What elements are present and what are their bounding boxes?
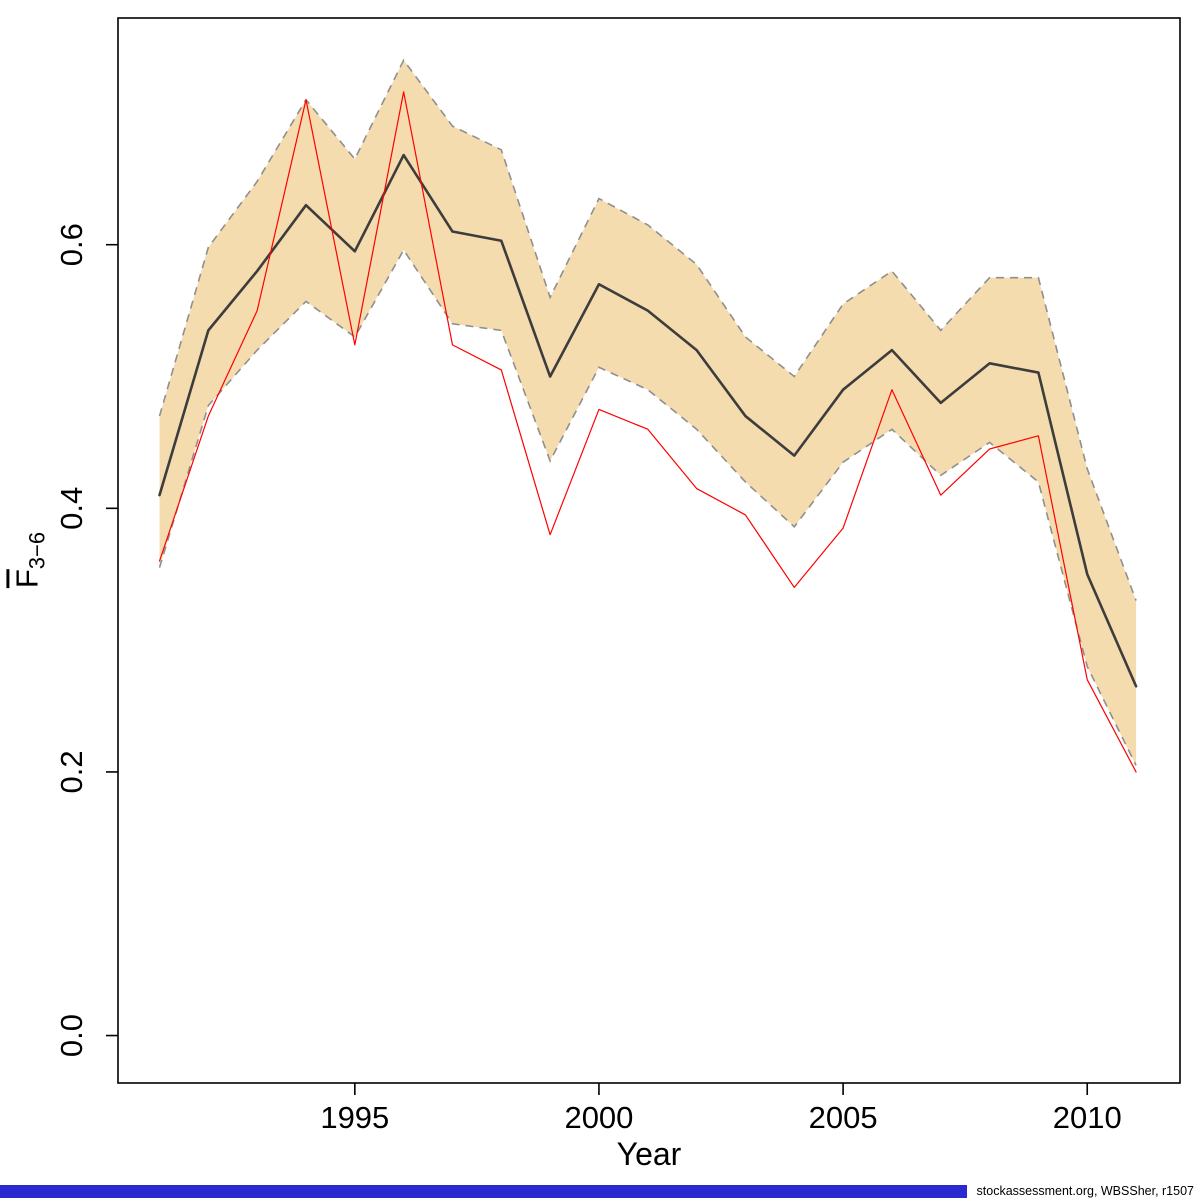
- confidence-band: [159, 60, 1137, 766]
- x-axis-title: Year: [617, 1136, 682, 1172]
- x-axis-tick-label: 1995: [320, 1100, 389, 1135]
- footer: stockassessment.org, WBSSher, r1507: [0, 1183, 1200, 1200]
- y-axis-title-base: F: [9, 569, 45, 589]
- x-axis-tick-label: 2005: [809, 1100, 878, 1135]
- plot-box: [117, 17, 1181, 1084]
- y-axis-title: F3−6: [9, 532, 50, 588]
- confidence-band-upper-edge: [158, 58, 1137, 601]
- estimate-line: [158, 153, 1138, 688]
- y-axis-tick-label: 0.6: [54, 223, 89, 266]
- x-axis-tick-label: 2010: [1053, 1100, 1122, 1135]
- y-axis-tick-label: 0.2: [54, 750, 89, 793]
- footer-attribution-text: stockassessment.org, WBSSher, r1507: [976, 1184, 1194, 1198]
- x-axis-tick-label: 2000: [564, 1100, 633, 1135]
- footer-color-bar: [0, 1185, 967, 1198]
- y-axis-tick-label: 0.0: [54, 1014, 89, 1057]
- alternative-run-line: [158, 91, 1137, 773]
- y-axis-title-subscript: 3−6: [24, 531, 50, 570]
- y-axis-tick-label: 0.4: [54, 487, 89, 530]
